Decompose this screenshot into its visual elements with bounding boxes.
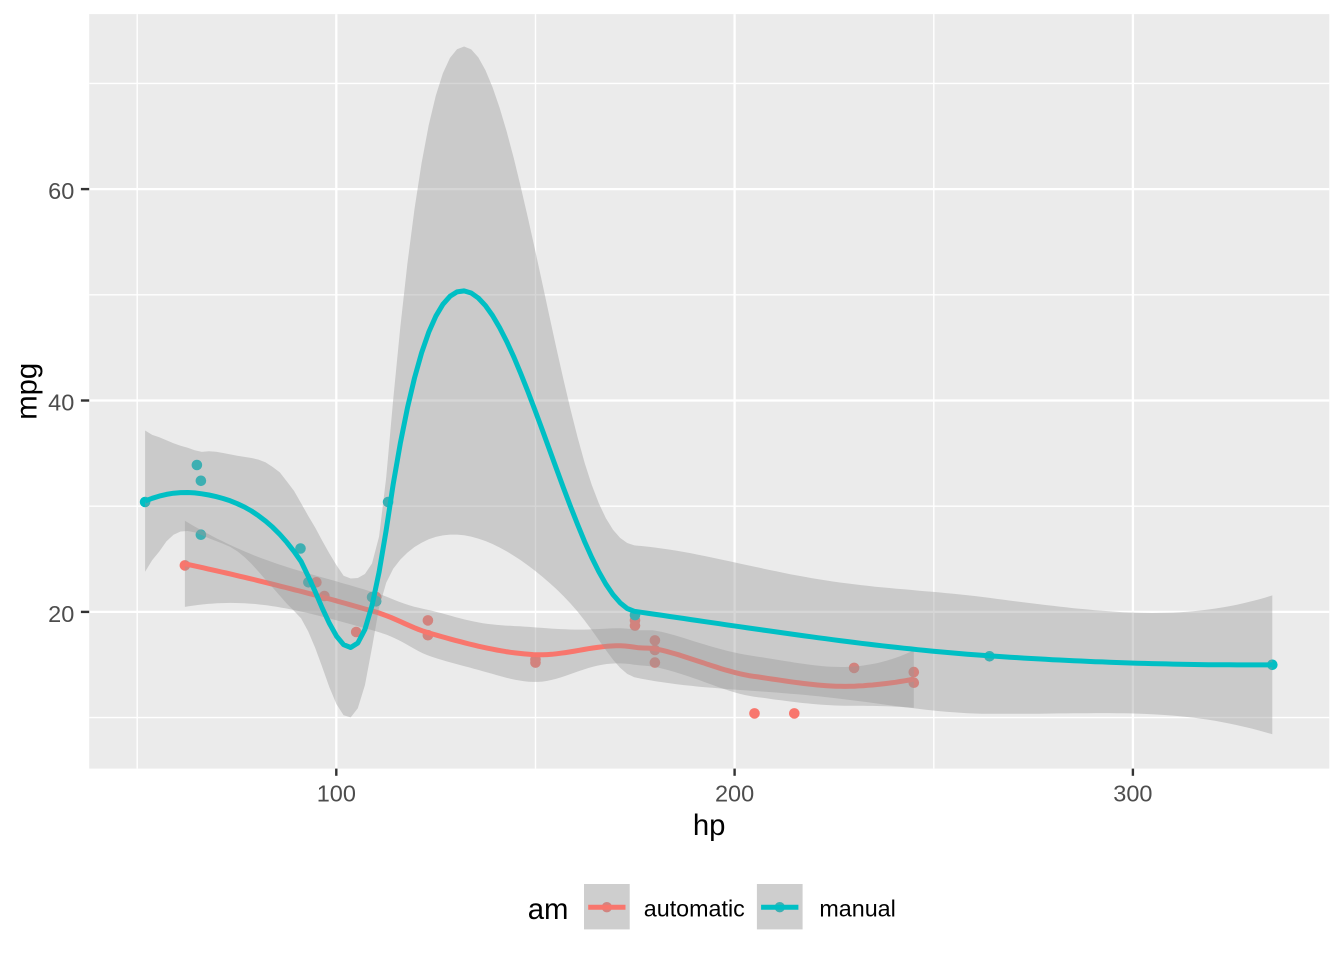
svg-text:mpg: mpg xyxy=(10,363,43,420)
svg-text:automatic: automatic xyxy=(644,895,745,921)
svg-text:60: 60 xyxy=(48,178,74,204)
svg-text:40: 40 xyxy=(48,389,74,415)
svg-text:20: 20 xyxy=(48,601,74,627)
svg-text:300: 300 xyxy=(1113,780,1152,806)
svg-text:manual: manual xyxy=(819,895,895,921)
svg-text:100: 100 xyxy=(317,780,356,806)
svg-text:am: am xyxy=(528,893,569,926)
svg-text:200: 200 xyxy=(715,780,754,806)
svg-text:hp: hp xyxy=(693,809,726,842)
